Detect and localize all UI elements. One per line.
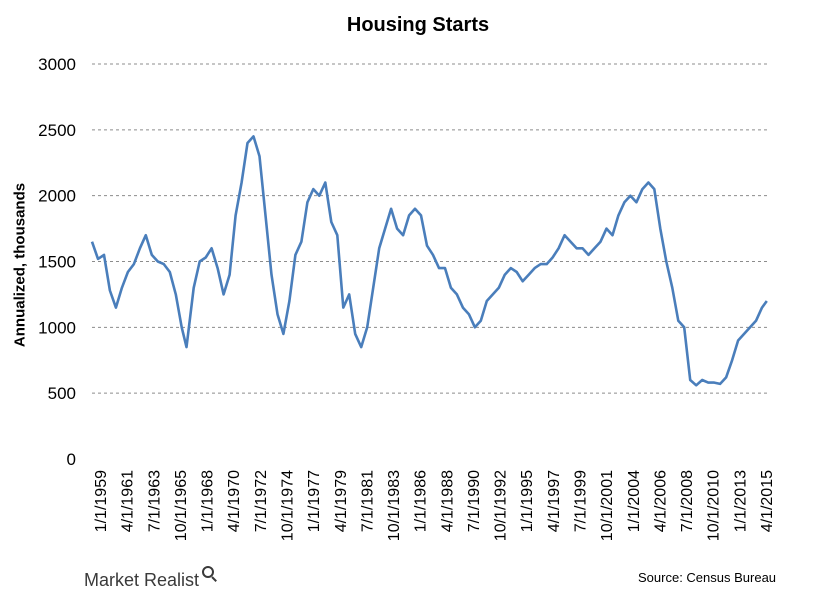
series-line: [90, 135, 768, 387]
x-tick-label: 1/1/1995: [519, 470, 536, 532]
logo: Market Realist: [84, 566, 216, 591]
y-tick-label: 1500: [38, 253, 76, 272]
x-tick-label: 1/1/1968: [200, 470, 217, 532]
x-tick-label: 7/1/1972: [253, 470, 270, 532]
x-tick-label: 1/1/2004: [626, 470, 643, 532]
x-tick-label: 10/1/1974: [280, 470, 297, 541]
x-tick-label: 10/1/1992: [493, 470, 510, 541]
y-tick-label: 1000: [38, 318, 76, 337]
x-tick-labels: 1/1/1959 4/1/1961 7/1/1963 10/1/1965 1/1/196…: [93, 470, 776, 541]
x-tick-label: 10/1/1983: [386, 470, 403, 541]
x-tick-label: 1/1/1959: [93, 470, 110, 532]
chart-title: Housing Starts: [346, 14, 490, 36]
y-tick-labels: 0 500 1000 1500 2000 2500 3000: [38, 55, 76, 469]
y-tick-label: 2500: [38, 121, 76, 140]
y-tick-label: 500: [48, 384, 76, 403]
source-note: Source: Census Bureau: [638, 570, 777, 585]
x-tick-label: 4/1/1979: [333, 470, 350, 532]
gridlines: [92, 63, 768, 394]
magnifier-icon: [202, 566, 216, 580]
x-tick-label: 4/1/2015: [759, 470, 776, 532]
x-tick-label: 7/1/1999: [573, 470, 590, 532]
x-tick-label: 4/1/1970: [226, 470, 243, 532]
x-tick-label: 10/1/2010: [706, 470, 723, 541]
x-tick-label: 7/1/2008: [679, 470, 696, 532]
logo-text: Market Realist: [84, 570, 200, 590]
x-tick-label: 4/1/2006: [652, 470, 669, 532]
x-tick-label: 1/1/1977: [306, 470, 323, 532]
x-tick-label: 7/1/1990: [466, 470, 483, 532]
x-tick-label: 7/1/1981: [359, 470, 376, 532]
y-tick-label: 0: [67, 450, 76, 469]
x-tick-label: 10/1/1965: [173, 470, 190, 541]
x-tick-label: 4/1/1961: [120, 470, 137, 532]
x-tick-label: 1/1/2013: [732, 470, 749, 532]
y-tick-label: 2000: [38, 187, 76, 206]
x-tick-label: 4/1/1988: [439, 470, 456, 532]
y-tick-label: 3000: [38, 55, 76, 74]
x-tick-label: 4/1/1997: [546, 470, 563, 532]
x-tick-label: 7/1/1963: [146, 470, 163, 532]
x-tick-label: 1/1/1986: [413, 470, 430, 532]
x-tick-label: 10/1/2001: [599, 470, 616, 541]
